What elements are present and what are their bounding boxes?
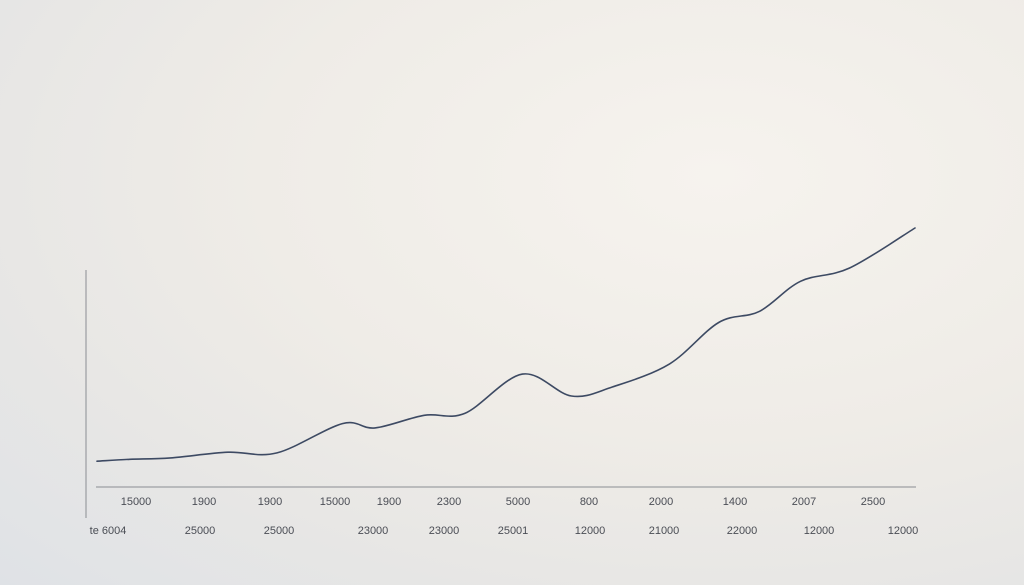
- x-tick-label-row1-6: 2300: [437, 496, 461, 508]
- x-tick-label-row1-11: 2007: [792, 496, 816, 508]
- x-tick-label-row1-10: 1400: [723, 496, 747, 508]
- x-tick-label-row2-4: 23000: [358, 525, 389, 537]
- x-tick-label-row1-7: 5000: [506, 496, 530, 508]
- x-tick-label-row1-3: 1900: [258, 496, 282, 508]
- x-tick-label-row2-1: te 6004: [90, 525, 127, 537]
- x-tick-labels-row-1: 15000 1900 1900 15000 1900 2300 5000 800 2000 140…: [121, 496, 886, 508]
- x-tick-label-row2-9: 22000: [727, 525, 758, 537]
- x-tick-label-row1-9: 2000: [649, 496, 673, 508]
- x-tick-label-row2-10: 12000: [804, 525, 835, 537]
- x-tick-label-row1-8: 800: [580, 496, 598, 508]
- x-tick-labels-row-2: te 6004 25000 25000 23000 23000 25001 12000 210…: [90, 525, 919, 537]
- x-tick-label-row2-5: 23000: [429, 525, 460, 537]
- x-tick-label-row2-2: 25000: [185, 525, 216, 537]
- x-tick-label-row1-1: 15000: [121, 496, 152, 508]
- x-tick-label-row1-5: 1900: [377, 496, 401, 508]
- x-tick-label-row2-3: 25000: [264, 525, 295, 537]
- x-tick-label-row2-11: 12000: [888, 525, 919, 537]
- x-tick-label-row2-8: 21000: [649, 525, 680, 537]
- x-tick-label-row2-7: 12000: [575, 525, 606, 537]
- x-tick-label-row2-6: 25001: [498, 525, 529, 537]
- series-line: [96, 227, 916, 462]
- x-tick-label-row1-12: 2500: [861, 496, 885, 508]
- x-tick-label-row1-2: 1900: [192, 496, 216, 508]
- x-tick-label-row1-4: 15000: [320, 496, 351, 508]
